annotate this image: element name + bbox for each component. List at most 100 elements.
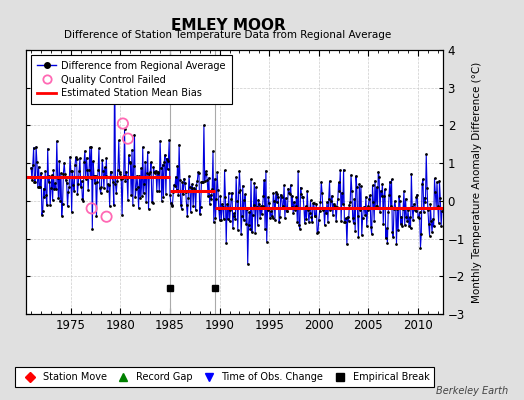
Point bbox=[182, 202, 191, 208]
Point bbox=[156, 138, 165, 144]
Point bbox=[41, 168, 49, 174]
Point bbox=[406, 214, 414, 220]
Point bbox=[74, 180, 82, 187]
Point bbox=[324, 196, 333, 202]
Point bbox=[311, 213, 319, 220]
Point bbox=[62, 176, 70, 183]
Point bbox=[212, 196, 221, 202]
Point bbox=[341, 219, 350, 226]
Point bbox=[276, 214, 284, 220]
Point bbox=[323, 199, 331, 205]
Point bbox=[320, 222, 329, 228]
Point bbox=[255, 201, 264, 207]
Point bbox=[221, 194, 230, 200]
Point bbox=[357, 232, 366, 238]
Point bbox=[304, 207, 312, 213]
Point bbox=[261, 226, 269, 232]
Point bbox=[28, 177, 36, 183]
Point bbox=[172, 187, 181, 194]
Point bbox=[88, 226, 96, 232]
Point bbox=[384, 209, 392, 216]
Point bbox=[37, 170, 45, 176]
Point bbox=[312, 200, 321, 207]
Point bbox=[387, 176, 396, 182]
Point bbox=[217, 217, 225, 224]
Point bbox=[190, 185, 198, 191]
Point bbox=[128, 147, 136, 153]
Legend: Station Move, Record Gap, Time of Obs. Change, Empirical Break: Station Move, Record Gap, Time of Obs. C… bbox=[15, 368, 434, 387]
Point bbox=[191, 186, 199, 193]
Point bbox=[68, 168, 77, 174]
Point bbox=[263, 238, 271, 245]
Point bbox=[125, 160, 134, 166]
Point bbox=[226, 206, 235, 213]
Point bbox=[404, 206, 412, 213]
Point bbox=[302, 216, 311, 222]
Point bbox=[400, 222, 409, 228]
Point bbox=[111, 181, 119, 187]
Point bbox=[328, 192, 336, 199]
Point bbox=[225, 218, 234, 224]
Point bbox=[259, 193, 268, 199]
Point bbox=[431, 189, 440, 196]
Point bbox=[58, 213, 66, 219]
Point bbox=[260, 177, 268, 183]
Point bbox=[405, 222, 413, 229]
Point bbox=[136, 195, 145, 202]
Point bbox=[393, 206, 401, 212]
Point bbox=[60, 160, 69, 166]
Point bbox=[391, 205, 400, 212]
Point bbox=[93, 178, 102, 185]
Point bbox=[257, 203, 265, 210]
Point bbox=[68, 209, 76, 215]
Point bbox=[224, 190, 233, 196]
Point bbox=[233, 198, 241, 204]
Point bbox=[248, 212, 257, 218]
Point bbox=[245, 209, 254, 215]
Point bbox=[119, 173, 128, 180]
Point bbox=[109, 179, 117, 185]
Point bbox=[247, 176, 255, 182]
Point bbox=[428, 229, 436, 236]
Point bbox=[376, 209, 384, 215]
Point bbox=[305, 210, 314, 216]
Point bbox=[30, 179, 39, 185]
Point bbox=[291, 207, 299, 213]
Point bbox=[414, 214, 422, 220]
Point bbox=[138, 192, 146, 199]
Point bbox=[205, 174, 213, 181]
Point bbox=[105, 182, 113, 188]
Point bbox=[69, 182, 78, 188]
Point bbox=[194, 169, 202, 176]
Point bbox=[397, 221, 405, 227]
Point bbox=[277, 194, 286, 200]
Point bbox=[165, 137, 173, 144]
Point bbox=[271, 189, 280, 195]
Point bbox=[101, 172, 110, 179]
Point bbox=[38, 212, 46, 218]
Point bbox=[143, 170, 151, 176]
Point bbox=[223, 201, 231, 208]
Point bbox=[307, 197, 315, 204]
Point bbox=[159, 193, 168, 200]
Point bbox=[371, 178, 379, 184]
Point bbox=[414, 214, 423, 221]
Point bbox=[411, 208, 420, 215]
Point bbox=[128, 202, 137, 208]
Point bbox=[129, 163, 138, 169]
Point bbox=[326, 206, 334, 213]
Point bbox=[215, 206, 223, 212]
Point bbox=[52, 186, 60, 192]
Point bbox=[179, 191, 188, 198]
Point bbox=[402, 214, 411, 220]
Point bbox=[119, 175, 127, 181]
Point bbox=[410, 206, 419, 213]
Point bbox=[48, 197, 57, 203]
Point bbox=[300, 205, 308, 211]
Point bbox=[266, 215, 274, 222]
Point bbox=[307, 214, 315, 221]
Point bbox=[105, 203, 114, 209]
Point bbox=[331, 203, 340, 209]
Point bbox=[251, 229, 259, 236]
Point bbox=[224, 216, 232, 222]
